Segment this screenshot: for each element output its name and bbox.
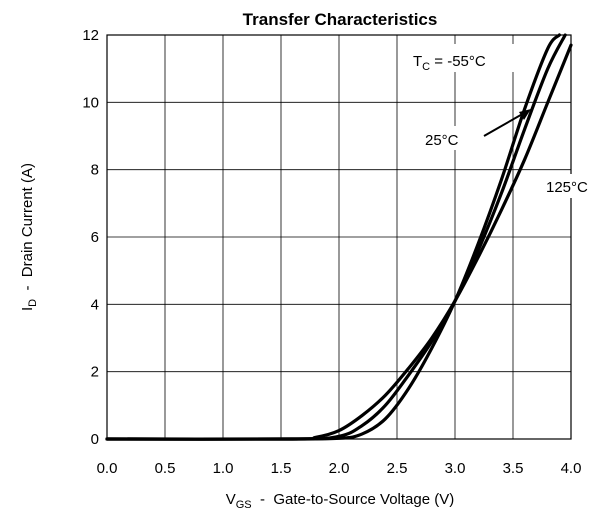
y-tick-label: 4 xyxy=(91,296,99,313)
annotation-25-arrowhead xyxy=(519,109,531,120)
annotation-125-bg xyxy=(543,174,599,198)
grid xyxy=(106,34,572,440)
x-tick-label: 1.5 xyxy=(271,460,292,477)
plot-frame xyxy=(106,34,572,440)
y-tick-label: 10 xyxy=(82,94,99,111)
y-tick-label: 0 xyxy=(91,431,99,448)
annotation-25-arrow-line xyxy=(483,111,527,137)
annotation-125: 125°C xyxy=(546,179,588,196)
annotation-25: 25°C xyxy=(425,132,459,149)
annotation-25-bg xyxy=(422,126,474,150)
y-tick-label: 6 xyxy=(91,229,99,246)
x-tick-label: 0.5 xyxy=(155,460,176,477)
tick-labels: 0.0 0.5 1.0 1.5 2.0 2.5 3.0 3.5 4.0 0 2 4 6 8 10 12 xyxy=(82,27,581,477)
x-tick-label: 2.0 xyxy=(329,460,350,477)
annotation-tc: TC = -55°C xyxy=(413,53,486,73)
annotation-tc-bg xyxy=(408,44,516,72)
y-axis-label: ID - Drain Current (A) xyxy=(19,163,39,311)
chart-title: Transfer Characteristics xyxy=(243,10,438,29)
series-line-2 xyxy=(105,33,567,441)
x-axis-label: VGS - Gate-to-Source Voltage (V) xyxy=(226,491,455,511)
y-tick-label: 8 xyxy=(91,162,99,179)
x-tick-label: 4.0 xyxy=(561,460,582,477)
x-tick-label: 0.0 xyxy=(97,460,118,477)
y-tick-label: 12 xyxy=(82,27,99,44)
x-tick-label: 3.5 xyxy=(503,460,524,477)
series-line-3 xyxy=(105,43,573,441)
x-tick-label: 1.0 xyxy=(213,460,234,477)
y-tick-label: 2 xyxy=(91,364,99,381)
x-tick-label: 3.0 xyxy=(445,460,466,477)
x-tick-label: 2.5 xyxy=(387,460,408,477)
